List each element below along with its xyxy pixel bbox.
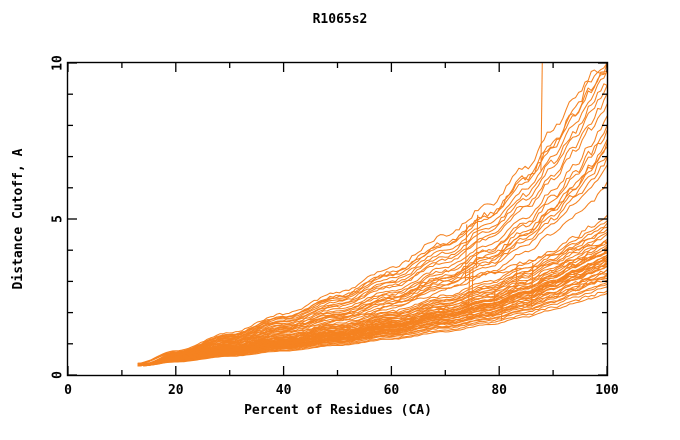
data-curve: [137, 242, 607, 366]
y-tick-label: 5: [51, 215, 66, 223]
data-curve: [142, 240, 607, 367]
data-curve: [137, 70, 607, 365]
data-curve: [137, 277, 607, 367]
data-curve: [142, 142, 607, 365]
data-curve: [142, 93, 607, 365]
data-curve: [137, 269, 607, 367]
data-curves-group: [137, 63, 607, 367]
data-curve: [142, 83, 607, 365]
x-tick-label: 20: [168, 383, 184, 398]
data-curve: [142, 290, 607, 367]
x-tick-label: 80: [491, 383, 507, 398]
x-tick-label: 100: [595, 383, 619, 398]
data-curve: [142, 292, 607, 367]
x-tick-label: 40: [276, 383, 292, 398]
data-curve: [142, 283, 607, 367]
x-tick-label: 0: [64, 383, 72, 398]
axis-tick-labels: 0 20 40 60 80 100 0 5 10: [51, 55, 619, 398]
data-curve: [137, 232, 607, 366]
chart-title: R1065s2: [312, 12, 368, 27]
x-tick-label: 60: [384, 383, 400, 398]
y-tick-label: 0: [51, 371, 66, 379]
data-curve: [137, 247, 607, 366]
axis-frame: [66, 61, 609, 377]
data-curve: [142, 115, 607, 365]
data-curve-jump: [467, 268, 471, 306]
data-curve-jump: [540, 63, 543, 171]
data-curve: [142, 125, 607, 365]
y-axis-label: Distance Cutoff, A: [11, 148, 26, 289]
data-curve: [137, 226, 607, 366]
data-curve: [142, 164, 607, 366]
data-curve: [137, 259, 607, 367]
x-axis-label: Percent of Residues (CA): [244, 403, 432, 418]
data-curve: [137, 254, 607, 367]
data-curve: [137, 63, 607, 364]
data-curve: [137, 252, 607, 366]
data-curve-jump: [530, 262, 534, 306]
data-curve: [142, 155, 607, 366]
y-tick-label: 10: [51, 55, 66, 71]
axis-ticks: [67, 62, 608, 376]
data-curve: [137, 63, 607, 364]
data-curve-jump: [471, 268, 474, 309]
